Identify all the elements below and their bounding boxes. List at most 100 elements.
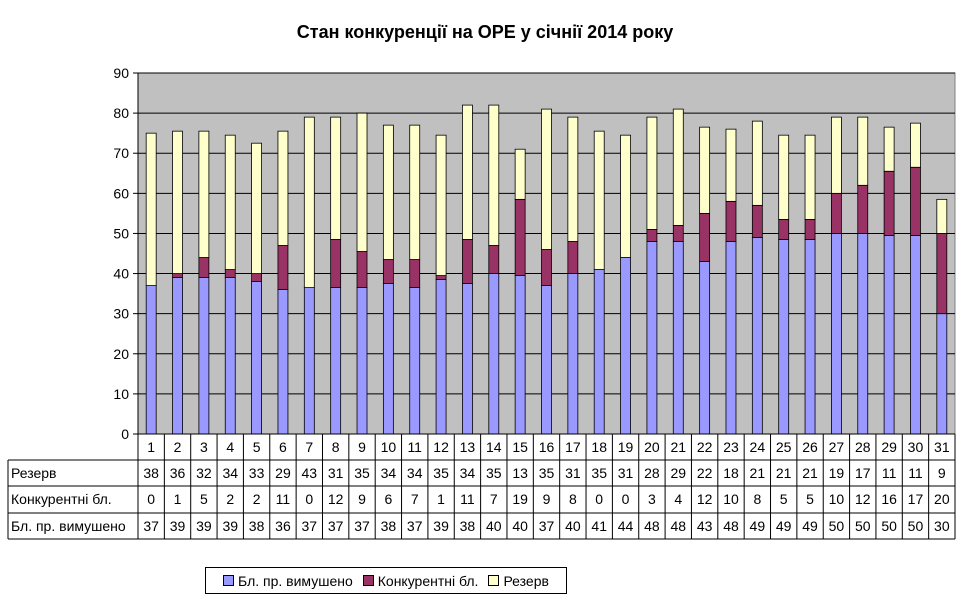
table-cell: 38 — [381, 518, 397, 534]
bar-segment-s2 — [330, 239, 342, 288]
table-cell: 41 — [591, 518, 607, 534]
table-cell: 16 — [881, 491, 897, 507]
table-cell: 48 — [723, 518, 739, 534]
x-tick-label: 16 — [539, 439, 555, 455]
x-tick-label: 28 — [855, 439, 871, 455]
y-tick-label: 60 — [113, 185, 129, 201]
x-tick-label: 1 — [147, 439, 155, 455]
table-cell: 11 — [460, 491, 475, 507]
bar-segment-s2 — [804, 219, 816, 240]
table-cell: 36 — [275, 518, 291, 534]
table-cell: 48 — [644, 518, 660, 534]
bar-segment-s2 — [831, 192, 842, 234]
bar-segment-s1 — [620, 257, 631, 435]
bar-segment-s2 — [751, 204, 763, 238]
table-cell: 36 — [170, 465, 186, 481]
table-cell: 34 — [407, 465, 423, 481]
table-cell: 7 — [490, 491, 498, 507]
bar-segment-s2 — [462, 239, 473, 284]
table-cell: 35 — [591, 465, 607, 481]
bar-segment-s2 — [277, 245, 289, 291]
table-cell: 32 — [196, 465, 212, 481]
bar-segment-s1 — [672, 241, 684, 435]
table-cell: 1 — [174, 491, 182, 507]
table-cell: 21 — [802, 465, 818, 481]
bar-segment-s2 — [514, 198, 526, 276]
table-cell: 9 — [938, 465, 946, 481]
table-cell: 11 — [276, 491, 291, 507]
x-tick-label: 26 — [802, 439, 818, 455]
y-tick-label: 40 — [113, 266, 129, 282]
bar-segment-s3 — [277, 130, 289, 246]
bar-segment-s2 — [883, 170, 895, 236]
table-cell: 31 — [618, 465, 634, 481]
bar-segment-s1 — [251, 281, 262, 435]
bar-segment-s1 — [699, 261, 711, 435]
table-cell: 19 — [829, 465, 845, 481]
bar-segment-s1 — [778, 239, 790, 435]
bar-segment-s1 — [514, 275, 526, 435]
x-tick-label: 6 — [279, 439, 287, 455]
y-tick-label: 70 — [113, 145, 129, 161]
x-tick-label: 5 — [253, 439, 261, 455]
bar-segment-s2 — [778, 219, 790, 240]
x-tick-label: 9 — [358, 439, 366, 455]
table-cell: 43 — [302, 465, 318, 481]
bar-segment-s2 — [172, 273, 183, 278]
bar-segment-s2 — [567, 241, 579, 274]
table-cell: 7 — [411, 491, 419, 507]
chart-title: Стан конкуренції на ОРЕ у січнії 2014 ро… — [296, 22, 674, 42]
legend-label-forced: Бл. пр. вимушено — [238, 572, 353, 589]
bar-segment-s2 — [699, 212, 711, 262]
bar-segment-s2 — [382, 259, 394, 284]
table-cell: 31 — [328, 465, 344, 481]
table-cell: 49 — [776, 518, 792, 534]
table-cell: 37 — [407, 518, 423, 534]
table-cell: 38 — [143, 465, 159, 481]
bar-segment-s2 — [224, 269, 236, 278]
table-cell: 35 — [486, 465, 502, 481]
x-tick-label: 18 — [591, 439, 607, 455]
table-cell: 9 — [358, 491, 366, 507]
table-cell: 12 — [855, 491, 871, 507]
bar-segment-s1 — [172, 277, 183, 435]
bar-segment-s3 — [831, 116, 842, 194]
bar-segment-s1 — [857, 233, 869, 435]
x-tick-label: 24 — [750, 439, 766, 455]
bar-segment-s3 — [751, 120, 763, 206]
x-tick-label: 25 — [776, 439, 792, 455]
bar-segment-s3 — [646, 116, 658, 230]
table-cell: 50 — [908, 518, 924, 534]
table-cell: 12 — [328, 491, 344, 507]
x-tick-label: 20 — [644, 439, 660, 455]
bar-segment-s1 — [488, 273, 500, 435]
bar-segment-s1 — [356, 287, 368, 435]
table-cell: 29 — [275, 465, 291, 481]
bar-segment-s3 — [224, 134, 236, 270]
table-cell: 28 — [644, 465, 660, 481]
table-cell: 18 — [723, 465, 739, 481]
bar-segment-s1 — [435, 279, 447, 435]
legend-swatch-reserve — [488, 575, 500, 586]
bar-segment-s3 — [936, 198, 948, 234]
table-cell: 20 — [934, 491, 950, 507]
table-cell: 0 — [147, 491, 155, 507]
table-cell: 4 — [674, 491, 682, 507]
table-cell: 5 — [806, 491, 814, 507]
bar-segment-s1 — [145, 285, 157, 435]
table-cell: 22 — [697, 465, 713, 481]
bar-segment-s3 — [198, 130, 210, 258]
legend-label-competitive: Конкурентні бл. — [377, 572, 479, 589]
bar-segment-s1 — [541, 285, 552, 435]
bar-segment-s1 — [593, 269, 605, 435]
bar-segment-s1 — [277, 289, 289, 435]
x-tick-label: 22 — [697, 439, 713, 455]
y-tick-label: 20 — [113, 346, 129, 362]
table-cell: 10 — [829, 491, 845, 507]
bar-segment-s3 — [488, 104, 500, 246]
table-cell: 29 — [670, 465, 686, 481]
bar-segment-s1 — [303, 287, 315, 435]
bar-segment-s2 — [910, 166, 921, 236]
table-cell: 31 — [565, 465, 581, 481]
